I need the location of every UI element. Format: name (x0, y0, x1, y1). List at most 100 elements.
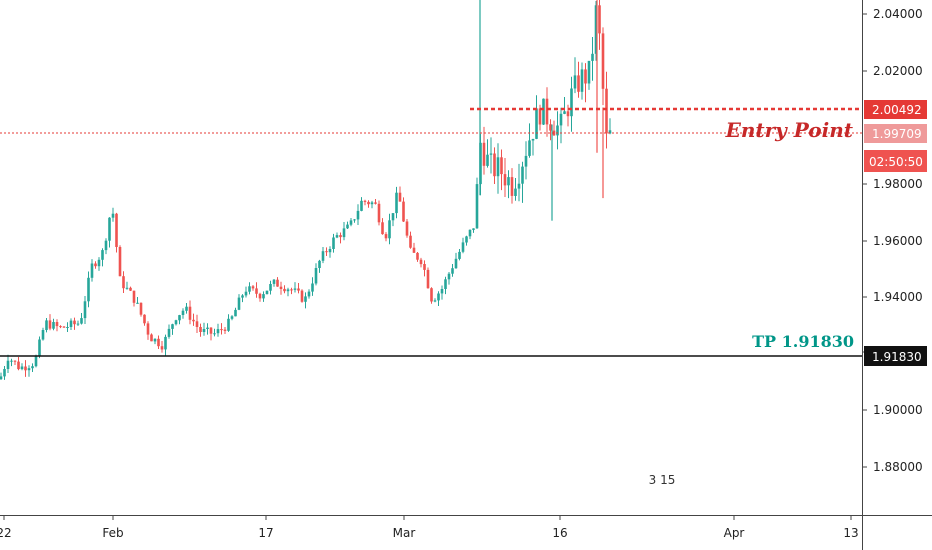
candle-up (360, 200, 363, 211)
candle-down (419, 259, 423, 265)
candle-up (388, 220, 391, 239)
candle-down (367, 201, 370, 205)
candle-up (244, 291, 248, 296)
candle-up (321, 251, 325, 261)
candle-down (384, 234, 388, 239)
candle-up (391, 213, 395, 221)
x-tick-label: Mar (393, 526, 416, 540)
candle-down (300, 290, 304, 302)
candle-up (563, 111, 566, 114)
candle-down (223, 329, 227, 331)
candle-up (468, 229, 472, 237)
candle-down (493, 153, 496, 177)
candle-down (122, 276, 125, 289)
candle-down (132, 290, 136, 303)
candle-up (594, 5, 598, 54)
candle-down (363, 200, 367, 202)
candle-up (178, 315, 181, 321)
candle-down (24, 366, 27, 371)
candle-down (276, 279, 279, 287)
candle-down (538, 108, 542, 125)
candle-up (248, 286, 251, 292)
candle-up (524, 155, 528, 167)
candle-down (500, 157, 503, 175)
candle-down (584, 69, 587, 84)
candle-up (444, 279, 447, 289)
candle-up (433, 300, 437, 302)
candle-up (20, 366, 24, 370)
candle-down (129, 287, 132, 291)
candle-down (258, 293, 262, 299)
candle-up (528, 140, 531, 156)
x-tick-label: Apr (724, 526, 745, 540)
candle-down (73, 320, 76, 325)
candle-down (577, 75, 580, 92)
candle-up (269, 284, 272, 291)
candle-down (416, 252, 419, 260)
candle-up (206, 327, 209, 329)
candle-up (521, 166, 524, 184)
candle-up (6, 360, 10, 369)
candle-up (66, 327, 69, 328)
candle-up (437, 293, 440, 301)
candle-down (552, 130, 556, 136)
candle-down (339, 235, 342, 238)
candle-down (118, 247, 122, 277)
candle-up (395, 192, 398, 214)
candle-up (514, 188, 517, 196)
candle-up (153, 338, 157, 342)
entry-point-label: Entry Point (725, 118, 854, 142)
candle-up (440, 289, 444, 294)
candle-up (304, 296, 307, 302)
candle-down (199, 327, 202, 332)
x-axis-tick-marks (3, 515, 852, 520)
candle-down (430, 288, 433, 302)
candle-down (115, 213, 118, 247)
candle-up (104, 240, 108, 251)
candle-up (202, 329, 206, 332)
candle-up (573, 75, 577, 89)
candle-up (45, 320, 48, 330)
candle-down (398, 192, 402, 202)
candle-up (38, 339, 41, 357)
candle-up (10, 360, 13, 362)
candle-down (325, 251, 328, 253)
candle-up (475, 184, 479, 229)
candle-up (80, 318, 83, 324)
candle-up (328, 249, 332, 253)
current-price-badge: 1.99709 (864, 124, 927, 143)
candle-down (605, 88, 608, 134)
candle-up (136, 302, 139, 304)
candle-up (318, 260, 321, 268)
candle-down (381, 222, 384, 235)
candle-down (160, 346, 164, 350)
candle-down (290, 289, 293, 291)
y-tick-label: 2.02000 (873, 64, 923, 78)
watermark-text: 3 15 (649, 473, 676, 487)
candle-up (83, 301, 87, 319)
candle-up (472, 228, 475, 230)
tp-price-text: 1.91830 (872, 350, 922, 364)
candle-up (311, 283, 314, 292)
x-tick-label: Feb (102, 526, 123, 540)
candle-up (465, 236, 468, 243)
y-tick-label: 1.96000 (873, 234, 923, 248)
candle-down (409, 235, 412, 248)
candle-up (230, 316, 234, 319)
candle-up (181, 310, 185, 315)
candle-up (185, 306, 188, 311)
candle-up (164, 336, 167, 350)
candle-up (486, 154, 489, 166)
candle-up (262, 294, 265, 299)
candle-up (286, 289, 290, 292)
candle-down (220, 329, 223, 331)
candle-up (125, 287, 129, 289)
candle-down (374, 202, 377, 204)
candle-up (332, 237, 335, 249)
candle-down (146, 323, 150, 335)
candle-up (34, 356, 38, 367)
candle-up (227, 318, 230, 331)
candle-up (90, 263, 94, 278)
candle-up (507, 177, 510, 186)
